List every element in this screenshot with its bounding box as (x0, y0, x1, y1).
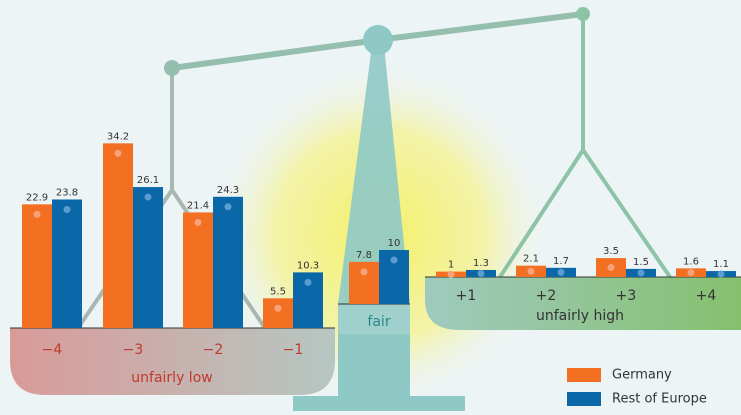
bar (349, 261, 379, 304)
value-label: 7.8 (356, 250, 372, 261)
legend-label: Germany (612, 368, 672, 383)
bar-dot (390, 256, 398, 264)
annotation: unfairly low (131, 370, 212, 386)
value-label: 5.5 (270, 286, 286, 297)
bar-dot (447, 270, 455, 278)
bar-dot (717, 270, 725, 278)
bar-dot (63, 205, 71, 213)
value-label: 1.6 (683, 256, 699, 267)
bar-dot (304, 278, 312, 286)
value-label: 21.4 (187, 200, 209, 211)
bar (213, 196, 243, 328)
legend-label: Rest of Europe (612, 392, 707, 407)
value-label: 1 (448, 260, 454, 271)
bar-dot (360, 268, 368, 276)
bar (52, 199, 82, 328)
bar-dot (114, 149, 122, 157)
bar (103, 143, 133, 328)
bar-dot (527, 267, 535, 275)
value-label: 34.2 (107, 131, 129, 142)
bar-dot (144, 193, 152, 201)
bar-dot (557, 268, 565, 276)
annotation: unfairly high (536, 308, 624, 324)
legend-swatch (567, 368, 601, 382)
bar (263, 298, 293, 328)
bar-dot (274, 304, 282, 312)
value-label: 1.1 (713, 259, 729, 270)
value-label: 10.3 (297, 260, 319, 271)
bar-dot (224, 203, 232, 211)
x-tick-label: −3 (123, 342, 144, 358)
x-tick-label: fair (367, 314, 390, 330)
bar-dot (637, 269, 645, 277)
bar-dot (607, 264, 615, 272)
value-label: 2.1 (523, 254, 539, 265)
value-label: 1.3 (473, 258, 489, 269)
value-label: 26.1 (137, 175, 159, 186)
x-tick-label: −1 (283, 342, 304, 358)
value-label: 10 (388, 238, 401, 249)
bar-dot (33, 210, 41, 218)
x-tick-label: −2 (203, 342, 224, 358)
bar-dot (194, 218, 202, 226)
value-label: 1.7 (553, 256, 569, 267)
value-label: 22.9 (26, 192, 48, 203)
value-label: 3.5 (603, 246, 619, 257)
x-tick-label: +4 (696, 288, 717, 304)
bar (183, 212, 213, 328)
value-label: 1.5 (633, 257, 649, 268)
bar-dot (477, 269, 485, 277)
legend-swatch (567, 392, 601, 406)
bar (22, 204, 52, 328)
value-label: 23.8 (56, 187, 78, 198)
x-tick-label: +2 (536, 288, 557, 304)
x-tick-label: +3 (616, 288, 637, 304)
x-tick-label: +1 (456, 288, 477, 304)
bar-dot (687, 269, 695, 277)
x-tick-label: −4 (42, 342, 63, 358)
value-label: 24.3 (217, 185, 239, 196)
bar (133, 187, 163, 328)
